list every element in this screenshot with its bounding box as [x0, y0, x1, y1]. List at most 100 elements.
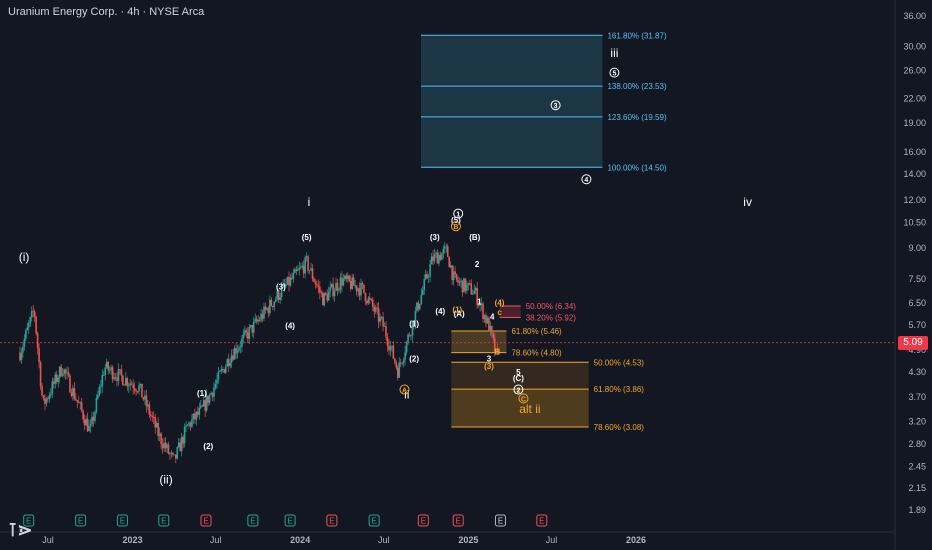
- candle-body: [86, 418, 89, 432]
- candle-body: [126, 378, 129, 387]
- tradingview-logo-icon[interactable]: ⊺⋗: [8, 520, 33, 540]
- earnings-event-icon[interactable]: [368, 514, 380, 527]
- candle-body: [394, 358, 396, 363]
- earnings-event-icon[interactable]: [536, 514, 548, 527]
- candle-body: [147, 404, 149, 407]
- earnings-event-icon[interactable]: [417, 514, 429, 527]
- candle-body: [430, 256, 433, 265]
- candle-body: [30, 310, 33, 318]
- earnings-event-label: E: [78, 517, 83, 526]
- candle-body: [352, 277, 355, 286]
- wave-label: (B): [469, 233, 480, 242]
- candle-body: [314, 281, 317, 285]
- candle-body: [51, 381, 54, 394]
- candle-body: [41, 386, 43, 396]
- earnings-event-icon[interactable]: [247, 514, 259, 527]
- candle-body: [330, 283, 333, 288]
- candle-body: [426, 274, 428, 278]
- wave-label: (A): [454, 310, 465, 319]
- candle-body: [345, 275, 348, 280]
- candle-body: [407, 334, 409, 342]
- candle-body: [249, 324, 252, 328]
- candle-body: [482, 303, 484, 319]
- candle-body: [445, 246, 448, 248]
- candle-body: [366, 301, 368, 304]
- candle-body: [80, 402, 83, 411]
- candle-body: [95, 397, 98, 412]
- candle-body: [432, 256, 434, 261]
- candle-body: [101, 375, 104, 387]
- y-axis-tick-label: 26.00: [903, 65, 926, 75]
- candle-body: [67, 372, 70, 376]
- earnings-event-icon[interactable]: [284, 514, 296, 527]
- candle-body: [208, 394, 211, 403]
- wave-circle-text: 1: [456, 211, 460, 218]
- candle-body: [455, 274, 458, 280]
- candle-body: [486, 317, 489, 324]
- candle-body: [238, 347, 240, 351]
- candle-body: [257, 320, 259, 322]
- candle-body: [144, 395, 146, 400]
- candle-body: [248, 327, 251, 339]
- earnings-event-icon[interactable]: [452, 514, 464, 527]
- wave-label: (ii): [159, 472, 172, 486]
- candle-body: [185, 425, 187, 428]
- candle-body: [305, 256, 308, 258]
- candle-body: [152, 416, 155, 418]
- candle-body: [244, 330, 246, 335]
- wave-label: (3): [484, 362, 494, 371]
- wave-label: (2): [203, 442, 213, 451]
- candle-body: [116, 377, 118, 382]
- candle-body: [29, 317, 32, 324]
- wave-circle-label: [513, 384, 524, 395]
- wave-circle-text: B: [453, 224, 458, 231]
- candle-body: [163, 442, 165, 449]
- candle-body: [258, 320, 261, 321]
- candle-body: [220, 369, 223, 372]
- candle-body: [354, 285, 356, 287]
- y-axis-tick-label: 4.90: [908, 345, 926, 355]
- candle-body: [467, 282, 470, 285]
- candle-body: [441, 253, 443, 260]
- candle-body: [167, 444, 170, 454]
- candle-body: [342, 278, 345, 286]
- candle-body: [261, 313, 264, 319]
- candle-body: [160, 433, 162, 445]
- earnings-event-label: E: [498, 517, 503, 526]
- earnings-event-icon[interactable]: [116, 514, 128, 527]
- candle-body: [120, 369, 123, 376]
- candle-body: [377, 308, 380, 322]
- candle-body: [132, 384, 134, 389]
- candle-body: [138, 385, 140, 392]
- x-axis-tick-label: 2023: [123, 535, 143, 545]
- earnings-event-icon[interactable]: [75, 514, 87, 527]
- candle-body: [464, 278, 467, 291]
- candle-body: [222, 369, 224, 370]
- candle-body: [232, 355, 234, 360]
- candle-body: [151, 415, 154, 417]
- candle-body: [272, 305, 274, 307]
- candle-body: [369, 297, 371, 300]
- candle-body: [205, 395, 208, 411]
- earnings-event-icon[interactable]: [23, 514, 35, 527]
- candle-body: [229, 362, 231, 367]
- earnings-event-icon[interactable]: [494, 514, 506, 527]
- earnings-event-icon[interactable]: [200, 514, 212, 527]
- earnings-event-icon[interactable]: [158, 514, 170, 527]
- candle-body: [255, 318, 258, 322]
- wave-label: (5): [451, 216, 461, 225]
- wave-label: iv: [743, 195, 752, 209]
- wave-circle-text: C: [521, 396, 526, 403]
- candle-body: [489, 326, 492, 332]
- candle-body: [25, 330, 27, 339]
- fib-level-label: 161.80% (31.87): [607, 31, 666, 40]
- fib-level-label: 61.80% (5.46): [511, 327, 562, 336]
- earnings-event-icon[interactable]: [326, 514, 338, 527]
- candle-body: [204, 400, 206, 411]
- candle-body: [73, 387, 76, 399]
- candle-body: [97, 395, 99, 398]
- candle-body: [191, 419, 193, 427]
- candle-body: [404, 352, 406, 360]
- wave-label: iii: [610, 46, 618, 60]
